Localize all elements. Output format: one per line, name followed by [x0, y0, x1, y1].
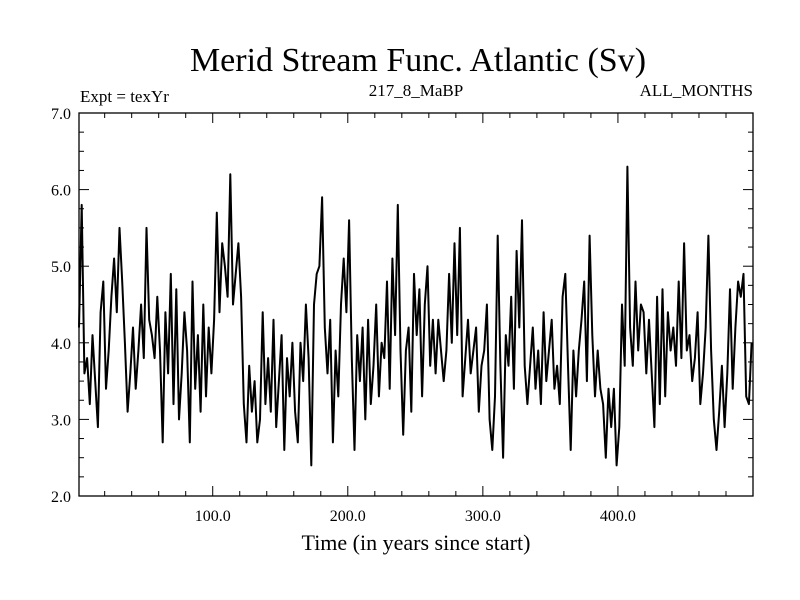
x-tick-label: 400.0: [600, 508, 636, 525]
x-axis: 100.0 200.0 300.0 400.0: [104, 113, 727, 525]
y-tick-label: 4.0: [51, 336, 71, 353]
chart-subtitle-center: 217_8_MaBP: [369, 81, 463, 100]
y-tick-label: 3.0: [51, 412, 71, 429]
x-tick-label: 100.0: [195, 508, 231, 525]
chart-subtitle-left: Expt = texYr: [80, 87, 169, 106]
chart-subtitle-right: ALL_MONTHS: [640, 81, 753, 100]
y-tick-label: 7.0: [51, 106, 71, 123]
plot-frame: [78, 112, 754, 497]
x-tick-label: 300.0: [465, 508, 501, 525]
series-line: [78, 165, 753, 467]
x-tick-label: 200.0: [330, 508, 366, 525]
chart-title: Merid Stream Func. Atlantic (Sv): [190, 42, 646, 79]
y-axis: 2.0 3.0 4.0 5.0 6.0 7.0: [51, 106, 753, 506]
y-tick-label: 6.0: [51, 183, 71, 200]
x-axis-label: Time (in years since start): [302, 530, 531, 555]
y-tick-label: 2.0: [51, 489, 71, 506]
y-tick-label: 5.0: [51, 259, 71, 276]
